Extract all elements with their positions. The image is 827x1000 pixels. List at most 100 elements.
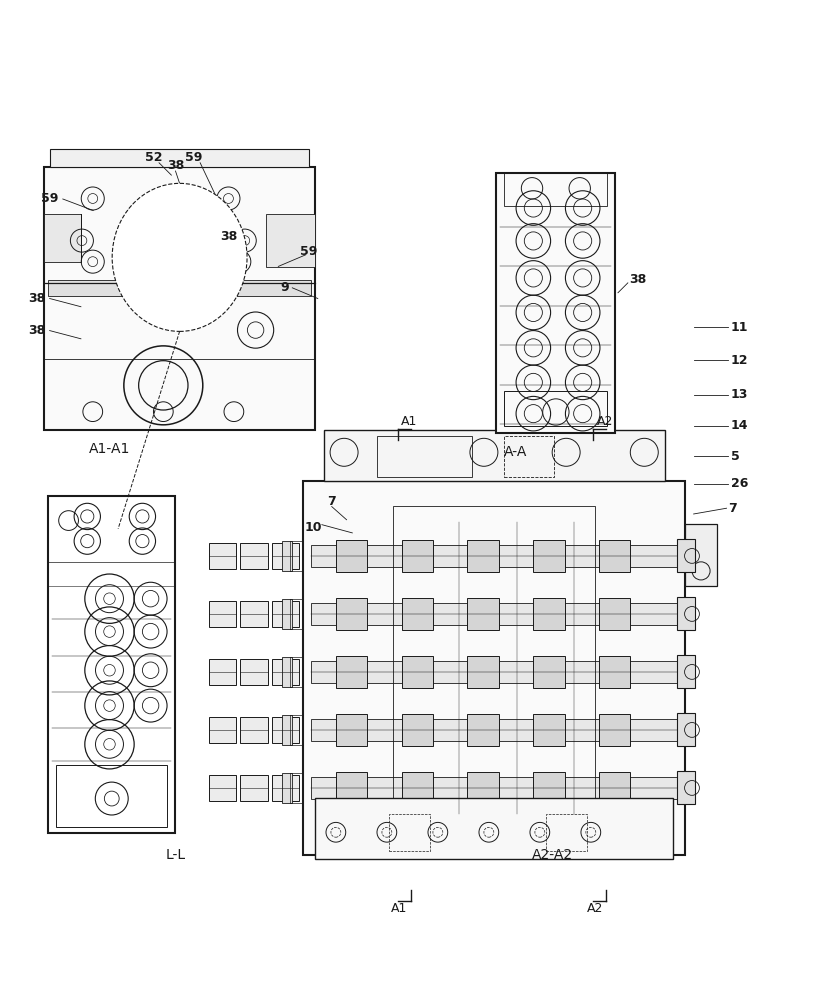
Text: 38: 38	[629, 273, 646, 286]
Text: A-A: A-A	[503, 445, 526, 459]
Bar	[323, 430, 664, 481]
Text: 14: 14	[729, 419, 748, 432]
Bar	[676, 539, 695, 572]
Bar	[545, 814, 586, 851]
Bar	[676, 655, 695, 688]
Text: 26: 26	[729, 477, 747, 490]
Bar	[401, 656, 433, 688]
Bar	[209, 601, 236, 627]
Bar	[282, 715, 292, 745]
Bar	[240, 717, 267, 743]
Bar	[467, 772, 498, 804]
Bar	[311, 777, 676, 799]
Ellipse shape	[112, 183, 246, 331]
Text: A1: A1	[400, 415, 417, 428]
Bar	[311, 603, 676, 625]
Text: A1-A1: A1-A1	[88, 442, 130, 456]
Bar	[533, 598, 564, 630]
Bar	[240, 543, 267, 569]
Bar	[282, 599, 292, 629]
Bar	[533, 656, 564, 688]
Bar	[495, 173, 614, 433]
Bar	[50, 149, 308, 167]
Bar	[467, 656, 498, 688]
Bar	[271, 543, 299, 569]
Bar	[336, 540, 366, 572]
Bar	[209, 659, 236, 685]
Bar	[533, 714, 564, 746]
Text: 59: 59	[41, 192, 59, 205]
Text: A2-A2: A2-A2	[531, 848, 572, 862]
Text: 59: 59	[299, 245, 317, 258]
Text: 38: 38	[28, 324, 45, 337]
Text: A2: A2	[586, 902, 602, 915]
Bar	[311, 719, 676, 741]
Bar	[389, 814, 430, 851]
Bar	[48, 280, 311, 296]
Bar	[336, 598, 366, 630]
Bar	[336, 714, 366, 746]
Bar	[598, 540, 629, 572]
Bar	[240, 775, 267, 801]
Bar	[676, 713, 695, 746]
Bar	[311, 545, 676, 567]
Bar	[240, 601, 267, 627]
Bar	[336, 656, 366, 688]
Text: 38: 38	[28, 292, 45, 305]
Bar	[598, 598, 629, 630]
Bar	[56, 765, 167, 827]
Bar	[504, 391, 606, 426]
Text: 52: 52	[145, 151, 162, 164]
Bar	[282, 657, 292, 687]
Bar	[504, 173, 606, 206]
Bar	[685, 524, 716, 586]
Text: A2: A2	[596, 415, 612, 428]
Bar	[311, 661, 676, 683]
Bar	[282, 541, 292, 571]
Bar	[44, 167, 315, 430]
Bar	[467, 598, 498, 630]
Bar	[598, 656, 629, 688]
Text: L-L: L-L	[165, 848, 185, 862]
Text: 38: 38	[220, 230, 237, 243]
Bar	[598, 714, 629, 746]
Bar	[676, 771, 695, 804]
Text: 10: 10	[304, 521, 322, 534]
Text: 12: 12	[729, 354, 748, 367]
Bar	[265, 214, 315, 267]
Bar	[271, 659, 299, 685]
Text: 7: 7	[327, 495, 336, 508]
Bar	[282, 773, 292, 803]
Bar	[401, 540, 433, 572]
Bar	[393, 506, 595, 831]
Text: 7: 7	[727, 502, 736, 515]
Text: 59: 59	[184, 151, 202, 164]
Text: 11: 11	[729, 321, 748, 334]
Bar	[209, 717, 236, 743]
Bar	[533, 540, 564, 572]
Bar	[401, 714, 433, 746]
Bar	[271, 775, 299, 801]
Bar	[44, 214, 81, 262]
Bar	[533, 772, 564, 804]
Bar	[504, 436, 553, 477]
Text: 38: 38	[167, 159, 184, 172]
Bar	[336, 772, 366, 804]
Bar	[376, 436, 471, 477]
Bar	[401, 772, 433, 804]
Text: 5: 5	[729, 450, 739, 463]
Bar	[467, 540, 498, 572]
Bar	[676, 597, 695, 630]
Bar	[315, 798, 672, 859]
Text: 13: 13	[729, 388, 747, 401]
Bar	[48, 496, 175, 833]
Bar	[209, 775, 236, 801]
Bar	[271, 717, 299, 743]
Text: 9: 9	[280, 281, 289, 294]
Bar	[467, 714, 498, 746]
Bar	[240, 659, 267, 685]
Bar	[303, 481, 685, 855]
Bar	[401, 598, 433, 630]
Bar	[271, 601, 299, 627]
Bar	[209, 543, 236, 569]
